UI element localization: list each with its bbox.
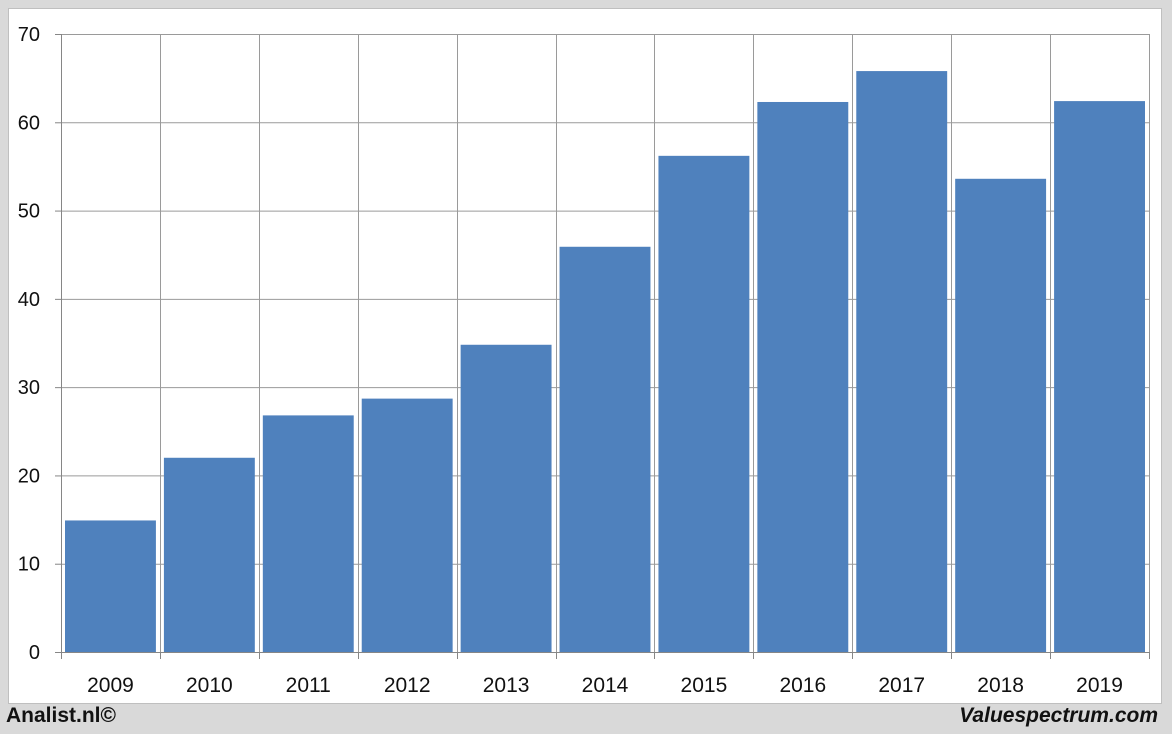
bar-2011 bbox=[262, 415, 354, 652]
bar-2018 bbox=[955, 178, 1047, 652]
y-tick-label: 50 bbox=[18, 201, 40, 223]
y-tick-label: 70 bbox=[18, 24, 40, 46]
bar-2019 bbox=[1054, 101, 1145, 652]
axes bbox=[55, 34, 1150, 659]
bar-2012 bbox=[361, 398, 453, 652]
bar-2009 bbox=[65, 520, 156, 652]
x-tick-label: 2014 bbox=[582, 674, 629, 697]
x-tick-label: 2018 bbox=[977, 674, 1024, 697]
bar-2014 bbox=[559, 246, 651, 653]
bar-2017 bbox=[856, 71, 948, 652]
bar-2016 bbox=[757, 101, 849, 653]
y-tick-labels: 0 10 20 30 40 50 60 70 bbox=[18, 24, 40, 664]
x-tick-label: 2011 bbox=[286, 674, 331, 697]
y-tick-label: 20 bbox=[18, 465, 40, 487]
y-tick-label: 10 bbox=[18, 554, 40, 576]
bar-2010 bbox=[163, 457, 255, 652]
x-tick-label: 2012 bbox=[384, 674, 431, 697]
y-tick-label: 0 bbox=[29, 642, 40, 664]
x-tick-label: 2019 bbox=[1076, 674, 1123, 697]
bars-group bbox=[65, 71, 1145, 653]
bar-2013 bbox=[460, 344, 552, 652]
x-tick-label: 2010 bbox=[186, 674, 233, 697]
footer-source-label: Analist.nl© bbox=[6, 704, 116, 727]
x-tick-label: 2016 bbox=[779, 674, 826, 697]
y-tick-label: 60 bbox=[18, 112, 40, 134]
x-tick-labels: 2009 2010 2011 2012 2013 2014 2015 2016 2017 2018… bbox=[87, 674, 1123, 697]
y-tick-label: 40 bbox=[18, 289, 40, 311]
y-tick-label: 30 bbox=[18, 377, 40, 399]
x-tick-label: 2009 bbox=[87, 674, 134, 697]
x-tick-label: 2015 bbox=[681, 674, 728, 697]
footer-brand-label: Valuespectrum.com bbox=[959, 704, 1158, 727]
bar-2015 bbox=[658, 155, 750, 652]
x-tick-label: 2013 bbox=[483, 674, 530, 697]
x-tick-label: 2017 bbox=[878, 674, 925, 697]
